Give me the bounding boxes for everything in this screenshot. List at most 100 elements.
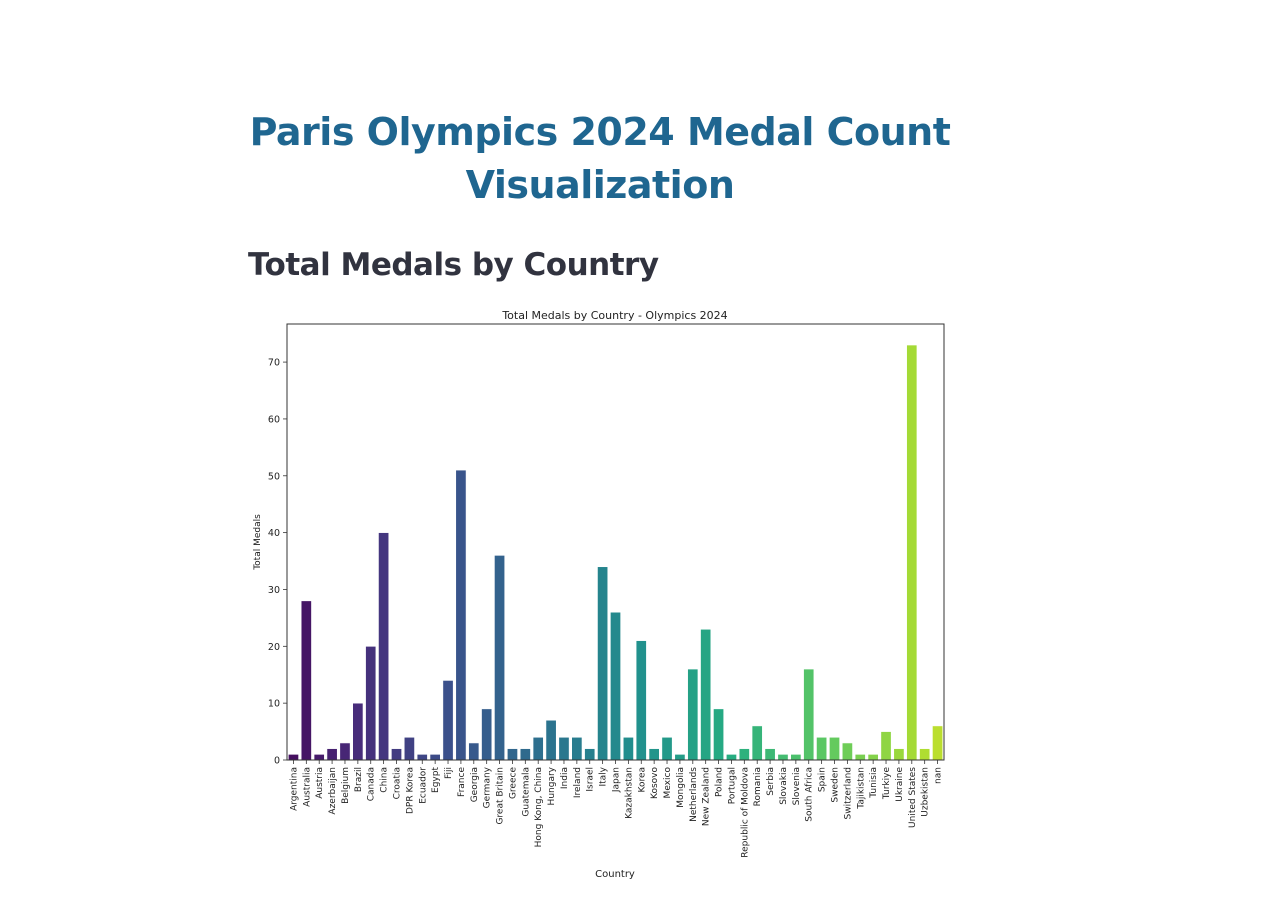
x-tick-label: Turkiye (882, 767, 892, 801)
x-tick-label: Germany (483, 766, 493, 808)
x-tick-label: Guatemala (521, 767, 531, 817)
x-tick-label: France (457, 767, 467, 797)
bar (867, 754, 879, 761)
bar (326, 748, 338, 761)
x-tick-label: Ireland (573, 767, 583, 798)
section-title: Total Medals by Country (248, 247, 659, 283)
bar (622, 736, 634, 761)
x-tick-label: Brazil (354, 767, 364, 792)
bar (403, 736, 415, 761)
x-tick-label: Hong Kong, China (534, 767, 544, 847)
bar (571, 736, 583, 761)
x-tick-label: Republic of Moldova (740, 767, 750, 858)
bar (725, 754, 737, 761)
x-tick-label: Japan (612, 767, 622, 793)
bar (481, 708, 493, 761)
bar (661, 736, 673, 761)
bar (713, 708, 725, 761)
x-tick-label: Ukraine (895, 767, 905, 802)
y-tick-label: 30 (268, 585, 280, 596)
x-tick-label: Kosovo (650, 767, 660, 799)
x-tick-label: Australia (302, 767, 312, 807)
x-tick-label: China (380, 767, 390, 793)
x-tick-label: New Zealand (702, 767, 712, 826)
bar (313, 754, 325, 761)
bar (545, 719, 557, 761)
x-tick-label: Poland (715, 767, 725, 797)
bar (777, 754, 789, 761)
x-tick-label: Great Britain (496, 767, 506, 825)
bar (352, 702, 364, 761)
x-tick-label: Belgium (341, 767, 351, 804)
x-tick-label: Egypt (431, 767, 441, 793)
bar (339, 742, 351, 761)
bar (287, 754, 299, 761)
x-tick-label: Portugal (727, 767, 737, 804)
bar (532, 736, 544, 761)
x-tick-label: Italy (599, 766, 609, 786)
page-title: Paris Olympics 2024 Medal Count Visualiz… (249, 110, 951, 207)
bar (919, 748, 931, 761)
y-tick-label: 20 (268, 642, 280, 653)
x-tick-label: DPR Korea (405, 767, 415, 814)
x-tick-label: Slovenia (792, 767, 802, 805)
x-tick-label: Romania (753, 767, 763, 806)
x-tick-label: Kazakhstan (624, 767, 634, 819)
bar (764, 748, 776, 761)
medal-bar-chart: Total Medals by Country - Olympics 2024 … (253, 309, 945, 880)
x-tick-label: Hungary (547, 766, 557, 805)
x-tick-label: United States (908, 767, 918, 828)
x-tick-label: Canada (367, 767, 377, 801)
chart-title: Total Medals by Country - Olympics 2024 (501, 309, 727, 322)
bar (442, 680, 454, 761)
bar (738, 748, 750, 761)
x-tick-label: Azerbaijan (328, 767, 338, 815)
bar (906, 344, 918, 761)
y-axis-label: Total Medals (253, 514, 263, 571)
bar (880, 731, 892, 761)
x-tick-label: Ecuador (418, 767, 428, 804)
bar (416, 754, 428, 761)
x-tick-label: Korea (637, 767, 647, 793)
bar (841, 742, 853, 761)
bar (494, 555, 506, 761)
x-axis-label: Country (595, 869, 635, 880)
x-tick-label: Georgia (470, 767, 480, 802)
x-tick-label: Spain (818, 767, 828, 792)
x-tick-label: Switzerland (843, 767, 853, 820)
bar (751, 725, 763, 761)
bar (506, 748, 518, 761)
bar (610, 611, 621, 761)
bar (829, 736, 840, 761)
bar (519, 748, 531, 761)
x-tick-label: Mexico (663, 767, 673, 799)
bar (300, 600, 312, 761)
y-tick-label: 0 (274, 756, 280, 767)
bar (468, 742, 480, 761)
bar (932, 725, 944, 761)
y-tick-label: 40 (268, 528, 280, 539)
y-tick-label: 10 (268, 699, 280, 710)
x-tick-label: South Africa (805, 767, 815, 822)
x-tick-label: Tunisia (869, 767, 879, 799)
x-tick-label: Israel (586, 767, 596, 792)
x-tick-label: Greece (508, 767, 518, 799)
bar (674, 754, 686, 761)
x-tick-label: Uzbekistan (921, 767, 931, 817)
x-tick-label: Croatia (393, 767, 403, 799)
bar (584, 748, 596, 761)
bar (854, 754, 866, 761)
bar (700, 628, 712, 761)
x-tick-label: Sweden (831, 767, 841, 803)
bar (893, 748, 905, 761)
y-tick-label: 70 (268, 358, 280, 369)
bar (816, 736, 828, 761)
x-tick-label: Slovakia (779, 767, 789, 805)
bar (790, 754, 802, 761)
x-tick-label: India (560, 767, 570, 789)
y-tick-label: 60 (268, 414, 280, 425)
bar (558, 736, 570, 761)
x-tick-label: Austria (315, 767, 325, 799)
x-tick-label: Mongolia (676, 767, 686, 808)
bar (455, 469, 467, 761)
